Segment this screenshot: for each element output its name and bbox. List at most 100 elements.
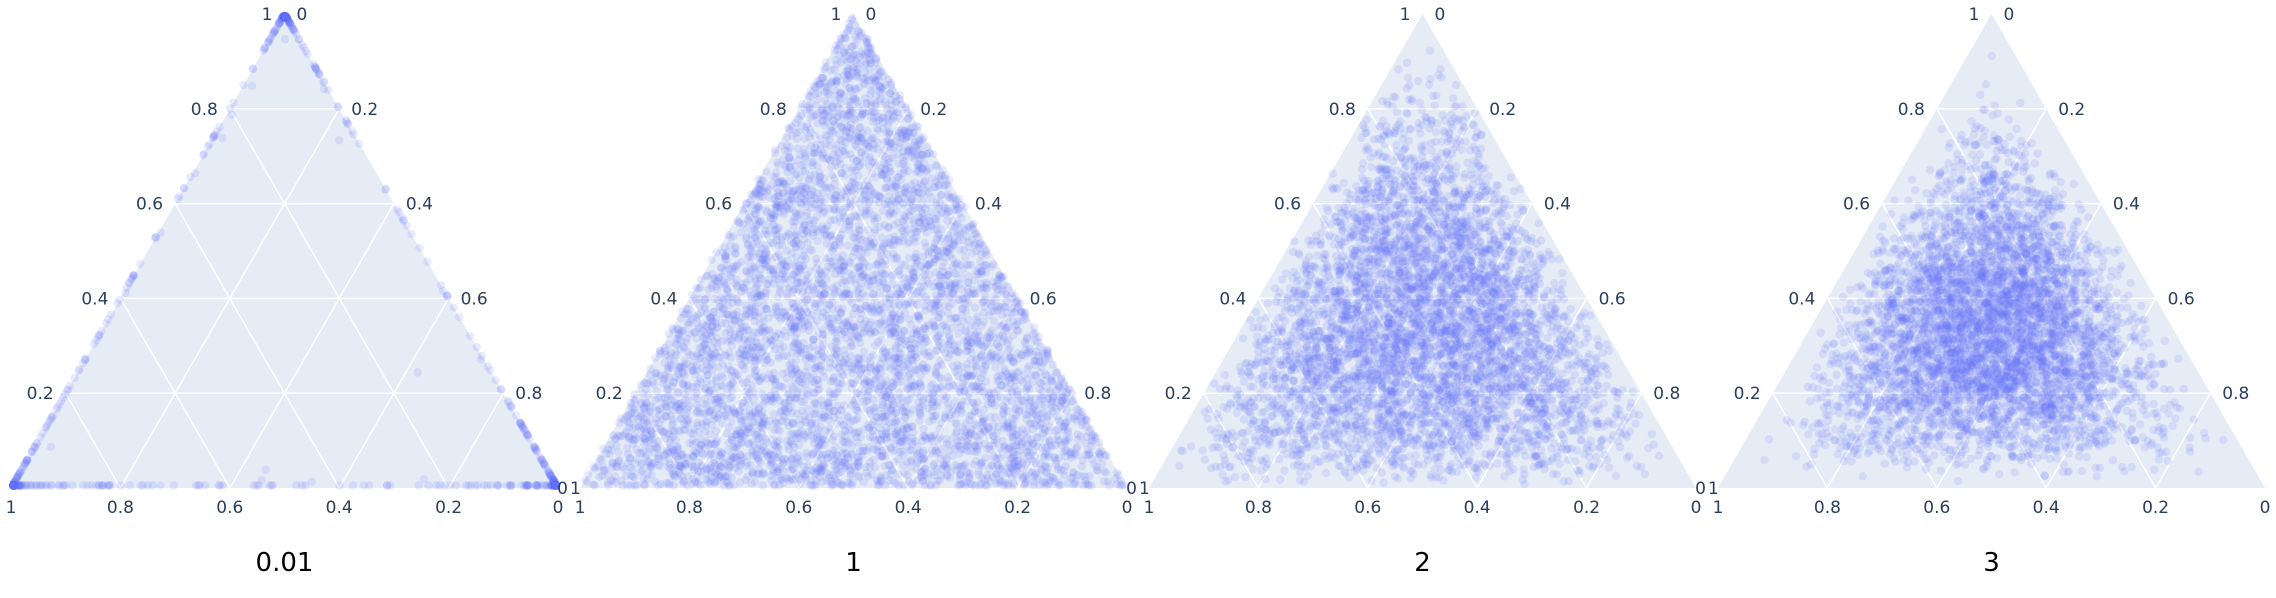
data-point xyxy=(551,481,560,490)
data-point xyxy=(381,185,390,194)
data-point xyxy=(65,381,75,390)
data-point xyxy=(30,443,39,452)
data-point xyxy=(423,257,432,267)
data-point xyxy=(280,12,289,21)
gridline xyxy=(338,298,450,489)
data-point xyxy=(247,81,257,91)
data-point xyxy=(9,481,18,490)
data-point xyxy=(280,12,289,21)
data-point xyxy=(342,117,351,126)
data-point xyxy=(280,12,289,21)
data-point xyxy=(267,481,276,490)
data-point xyxy=(179,184,189,193)
data-point xyxy=(551,481,560,490)
data-point xyxy=(465,331,475,341)
data-point xyxy=(551,481,560,490)
data-point xyxy=(551,481,560,490)
data-point xyxy=(551,481,560,490)
data-point xyxy=(551,481,560,490)
data-point xyxy=(90,339,99,348)
data-point xyxy=(466,481,476,490)
data-point xyxy=(79,481,88,490)
data-point xyxy=(175,192,184,201)
data-point xyxy=(200,481,210,490)
data-point xyxy=(551,481,560,490)
data-point xyxy=(280,12,289,21)
data-point xyxy=(280,12,289,21)
data-point xyxy=(551,481,560,490)
data-point xyxy=(9,481,18,490)
data-point xyxy=(148,481,157,490)
data-point xyxy=(9,481,18,490)
data-point xyxy=(280,12,289,21)
data-point xyxy=(43,420,52,429)
data-point xyxy=(446,481,455,490)
data-point xyxy=(9,481,18,490)
data-point xyxy=(98,481,108,490)
data-point xyxy=(301,481,310,490)
data-point xyxy=(267,31,277,40)
data-point xyxy=(476,355,486,364)
data-point xyxy=(91,481,101,490)
data-point xyxy=(190,169,200,178)
data-point xyxy=(9,481,18,490)
data-point xyxy=(324,85,333,95)
data-point xyxy=(9,481,18,490)
ternary-grid xyxy=(65,108,504,489)
data-point xyxy=(9,481,18,490)
data-point xyxy=(280,12,289,21)
data-point xyxy=(13,481,22,490)
data-point xyxy=(551,481,560,490)
data-point xyxy=(551,481,560,490)
data-point xyxy=(548,481,557,490)
data-point xyxy=(248,65,257,74)
data-point xyxy=(551,481,560,490)
data-point xyxy=(542,481,552,490)
data-point xyxy=(551,481,560,490)
data-point xyxy=(199,151,208,160)
data-point xyxy=(169,481,179,490)
data-point xyxy=(407,230,416,239)
data-point xyxy=(280,12,289,21)
ternary-panel-1: 00.20.40.60.8100.20.40.60.8100.20.40.60.… xyxy=(6,5,581,578)
data-point xyxy=(9,481,18,490)
data-point xyxy=(9,481,18,490)
ternary-background xyxy=(11,14,558,488)
data-point xyxy=(9,481,18,490)
data-point xyxy=(519,423,528,433)
data-point xyxy=(551,481,560,490)
data-point xyxy=(9,481,18,490)
data-point xyxy=(9,481,18,490)
data-point xyxy=(511,411,521,420)
data-point xyxy=(136,259,145,269)
data-point xyxy=(78,358,88,368)
data-point xyxy=(116,481,126,490)
data-point xyxy=(46,481,56,490)
data-point xyxy=(541,463,551,472)
data-point xyxy=(503,397,513,406)
data-point xyxy=(502,481,512,490)
data-point xyxy=(67,481,77,490)
data-point xyxy=(239,80,248,90)
data-point xyxy=(532,446,541,455)
data-point xyxy=(46,442,56,452)
data-point xyxy=(348,481,358,490)
data-point xyxy=(74,366,83,376)
data-point xyxy=(22,456,32,465)
data-point xyxy=(432,481,441,490)
data-point xyxy=(280,12,289,21)
data-point xyxy=(60,390,70,399)
data-point xyxy=(551,481,560,490)
data-point xyxy=(280,12,289,21)
data-point xyxy=(521,481,531,490)
data-point xyxy=(15,468,24,478)
data-point xyxy=(55,481,64,490)
data-point xyxy=(355,139,364,148)
data-point xyxy=(551,481,560,490)
data-point xyxy=(399,216,408,225)
data-point xyxy=(415,243,424,253)
data-point xyxy=(125,481,135,490)
data-point xyxy=(287,22,297,32)
data-point xyxy=(254,481,264,490)
data-point xyxy=(359,481,369,490)
